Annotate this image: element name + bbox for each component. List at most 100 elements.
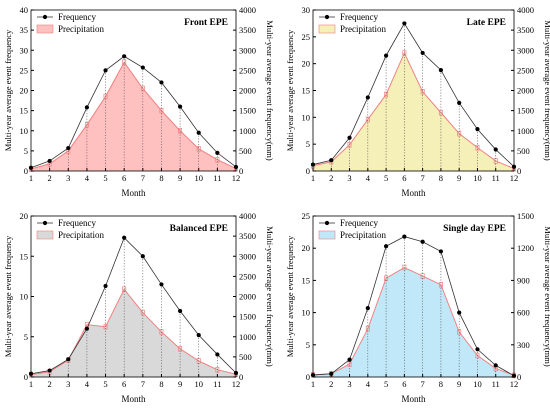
legend-frequency-label: Frequency xyxy=(58,12,96,22)
precipitation-line xyxy=(30,288,237,376)
frequency-point xyxy=(383,53,389,58)
x-tick-label: 3 xyxy=(347,173,351,183)
y2-tick-label: 3500 xyxy=(239,25,256,35)
x-axis-label: Month xyxy=(121,188,146,198)
x-tick-label: 2 xyxy=(48,173,52,183)
x-tick-label: 2 xyxy=(48,379,52,389)
frequency-point xyxy=(66,357,71,362)
y2-tick-label: 0 xyxy=(239,166,243,176)
panel-title: Front EPE xyxy=(184,18,228,28)
x-tick-label: 8 xyxy=(159,173,163,183)
x-tick-label: 5 xyxy=(384,173,388,183)
y-tick-label: 15 xyxy=(20,251,29,261)
y-tick-label: 25 xyxy=(302,32,311,42)
x-tick-label: 4 xyxy=(366,379,371,389)
y-axis-label: Multi-year average event frequency xyxy=(3,29,13,151)
y-tick-label: 10 xyxy=(20,126,29,136)
y-axis-label: Multi-year average event frequency xyxy=(285,29,295,151)
x-tick-label: 7 xyxy=(421,379,425,389)
x-tick-label: 9 xyxy=(178,379,182,389)
x-tick-label: 4 xyxy=(85,379,90,389)
y-tick-label: 0 xyxy=(306,372,310,382)
frequency-point xyxy=(84,105,90,110)
x-tick-label: 9 xyxy=(457,173,461,183)
precipitation-point xyxy=(347,361,352,367)
y-tick-label: 5 xyxy=(24,332,28,342)
y2-tick-label: 1200 xyxy=(517,243,534,253)
y2-tick-label: 600 xyxy=(517,308,530,318)
frequency-point xyxy=(493,147,498,152)
y-tick-label: 25 xyxy=(302,211,311,221)
x-tick-label: 2 xyxy=(329,173,333,183)
y-axis-label: Multi-year average event frequency xyxy=(3,235,13,357)
precipitation-area xyxy=(31,62,236,172)
chart-panel-2: 1 2 3 4 5 6 7 8 9 10 11 12Month051015202530Multi-ye… xyxy=(285,5,550,198)
frequency-point xyxy=(66,145,71,151)
x-tick-label: 10 xyxy=(194,379,203,389)
y2-tick-label: 2500 xyxy=(239,65,256,75)
y-tick-label: 5 xyxy=(306,340,310,350)
x-tick-label: 12 xyxy=(232,379,241,389)
y-tick-label: 10 xyxy=(302,308,311,318)
y2-tick-label: 4000 xyxy=(239,211,256,221)
y2-tick-label: 500 xyxy=(517,146,530,156)
frequency-point xyxy=(329,158,334,163)
x-tick-label: 7 xyxy=(141,173,145,183)
frequency-point xyxy=(475,127,480,132)
frequency-point xyxy=(177,308,183,314)
legend-precipitation-swatch xyxy=(36,230,54,240)
frequency-line xyxy=(312,236,515,377)
x-tick-label: 11 xyxy=(213,379,221,389)
precipitation-line xyxy=(30,61,237,170)
panel-title: Balanced EPE xyxy=(170,224,228,234)
legend-frequency-marker xyxy=(42,14,48,20)
x-tick-label: 10 xyxy=(194,173,203,183)
y2-tick-label: 1500 xyxy=(517,106,534,116)
x-tick-label: 11 xyxy=(213,173,221,183)
y2-tick-label: 3500 xyxy=(517,25,534,35)
frequency-point xyxy=(103,283,108,289)
x-tick-label: 8 xyxy=(439,173,443,183)
x-tick-label: 6 xyxy=(402,173,406,183)
y2-tick-label: 1500 xyxy=(239,312,256,322)
y-tick-label: 25 xyxy=(20,65,29,75)
y2-tick-label: 1500 xyxy=(517,211,534,221)
y2-tick-label: 0 xyxy=(517,166,521,176)
frequency-point xyxy=(438,249,444,254)
legend-precipitation-label: Precipitation xyxy=(340,24,386,34)
y2-tick-label: 2500 xyxy=(517,65,534,75)
x-tick-label: 5 xyxy=(103,379,107,389)
precipitation-line xyxy=(312,266,515,376)
frequency-point xyxy=(103,68,108,73)
y-tick-label: 5 xyxy=(24,146,28,156)
legend-precipitation-label: Precipitation xyxy=(58,230,104,240)
legend-frequency-label: Frequency xyxy=(340,12,378,22)
y-tick-label: 40 xyxy=(20,5,29,15)
x-tick-label: 6 xyxy=(402,379,406,389)
precipitation-point xyxy=(196,146,201,152)
y2-tick-label: 4000 xyxy=(517,5,534,15)
y2-tick-label: 0 xyxy=(239,372,243,382)
y2-tick-label: 1000 xyxy=(239,332,256,342)
x-tick-label: 5 xyxy=(103,173,107,183)
frequency-point xyxy=(457,310,462,315)
legend-precipitation-swatch xyxy=(36,24,54,34)
y2-axis-label: Multi-year average event frequency(mm) xyxy=(265,20,275,161)
x-tick-label: 3 xyxy=(66,379,70,389)
precipitation-area xyxy=(313,53,514,171)
frequency-point xyxy=(122,235,127,240)
y-tick-label: 10 xyxy=(302,112,311,122)
chart-panel-4: 1 2 3 4 5 6 7 8 9 10 11 12Month0510152025Multi-year… xyxy=(285,211,550,404)
y-tick-label: 15 xyxy=(302,86,311,96)
y-tick-label: 0 xyxy=(24,166,28,176)
legend-frequency-marker xyxy=(42,220,48,226)
frequency-point xyxy=(383,244,389,249)
y2-axis-label: Multi-year average event frequency(mm) xyxy=(543,226,550,367)
precipitation-area xyxy=(31,289,236,377)
x-tick-label: 4 xyxy=(366,173,371,183)
y2-tick-label: 2000 xyxy=(239,86,256,96)
frequency-point xyxy=(365,95,370,100)
y2-tick-label: 3000 xyxy=(239,45,256,55)
frequency-point xyxy=(140,254,145,259)
